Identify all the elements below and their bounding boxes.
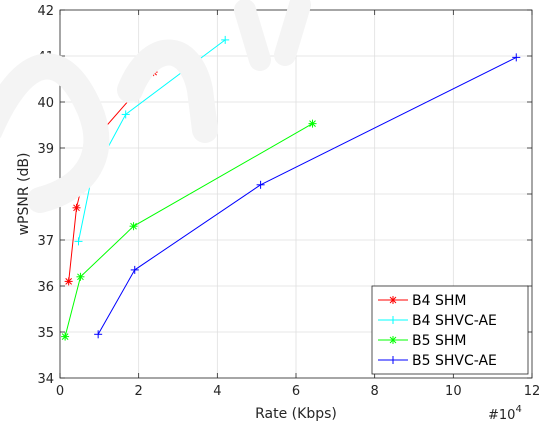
data-point-b4-shm — [64, 277, 73, 286]
y-tick-label: 42 — [37, 4, 54, 19]
y-axis-label: wPSNR (dB) — [16, 153, 32, 236]
legend-entry-b4-shvc-ae: B4 SHVC-AE — [412, 313, 497, 329]
x-axis-multiplier-base: #10 — [488, 408, 515, 423]
data-point-b5-shvc-ae — [512, 53, 521, 62]
x-tick-label: 12 — [524, 384, 541, 399]
series-line-b5-shm — [64, 123, 313, 337]
x-tick-label: 8 — [371, 384, 379, 399]
legend-entry-b5-shm: B5 SHM — [412, 333, 466, 349]
y-tick-label: 35 — [37, 326, 54, 341]
y-tick-label: 39 — [37, 142, 54, 157]
data-point-b5-shvc-ae — [256, 180, 265, 189]
x-axis-multiplier: #104 — [488, 404, 522, 423]
x-tick-label: 2 — [135, 384, 143, 399]
data-point-b5-shm — [129, 222, 138, 231]
legend-marker-b4-shm-d2 — [389, 296, 397, 304]
legend-box — [371, 285, 529, 375]
legend: B4 SHM B4 SHVC-AE B5 SHM B5 SHVC-AE — [371, 285, 529, 375]
legend-entry-b5-shvc-ae: B5 SHVC-AE — [412, 353, 497, 369]
data-point-b4-shm — [88, 138, 97, 147]
legend-marker-b5-shm-d2 — [389, 336, 397, 344]
data-point-b4-shvc-ae — [221, 35, 230, 44]
x-tick-label: 6 — [292, 384, 300, 399]
legend-marker-b4-shm — [389, 296, 397, 304]
data-point-b5-shm-d2 — [309, 120, 316, 127]
data-point-b5-shvc-ae — [94, 330, 103, 339]
data-point-b5-shm-d2 — [61, 333, 69, 340]
y-tick-label: 41 — [37, 50, 54, 65]
data-point-b5-shm — [308, 119, 317, 128]
legend-marker-b5-shvc-ae — [389, 356, 397, 364]
y-tick-label: 34 — [37, 372, 54, 387]
x-axis-label: Rate (Kbps) — [255, 406, 337, 422]
series-line-b5-shvc-ae — [97, 56, 517, 335]
x-tick-label: 4 — [213, 384, 221, 399]
x-tick-label: 10 — [445, 384, 462, 399]
x-tick-label: 0 — [56, 384, 64, 399]
y-tick-label: 36 — [37, 280, 54, 295]
legend-marker-b4-shvc-ae — [389, 316, 397, 324]
data-point-b5-shm-d2 — [77, 273, 84, 281]
y-tick-label: 38 — [37, 188, 54, 203]
data-point-b5-shm-d2 — [130, 222, 137, 230]
data-point-b5-shvc-ae — [130, 265, 139, 274]
data-point-b5-shm — [76, 272, 85, 281]
legend-marker-b5-shm — [389, 336, 397, 344]
data-point-b4-shm — [149, 68, 158, 77]
data-point-b5-shm — [61, 332, 70, 341]
legend-entry-b4-shm: B4 SHM — [412, 293, 466, 309]
data-point-b4-shm — [72, 203, 81, 212]
y-tick-label: 37 — [37, 234, 54, 249]
x-axis-multiplier-exponent: 4 — [515, 404, 521, 415]
y-tick-label: 40 — [37, 96, 54, 111]
data-point-b4-shvc-ae — [74, 237, 83, 246]
data-point-b4-shm-d2 — [65, 278, 73, 285]
